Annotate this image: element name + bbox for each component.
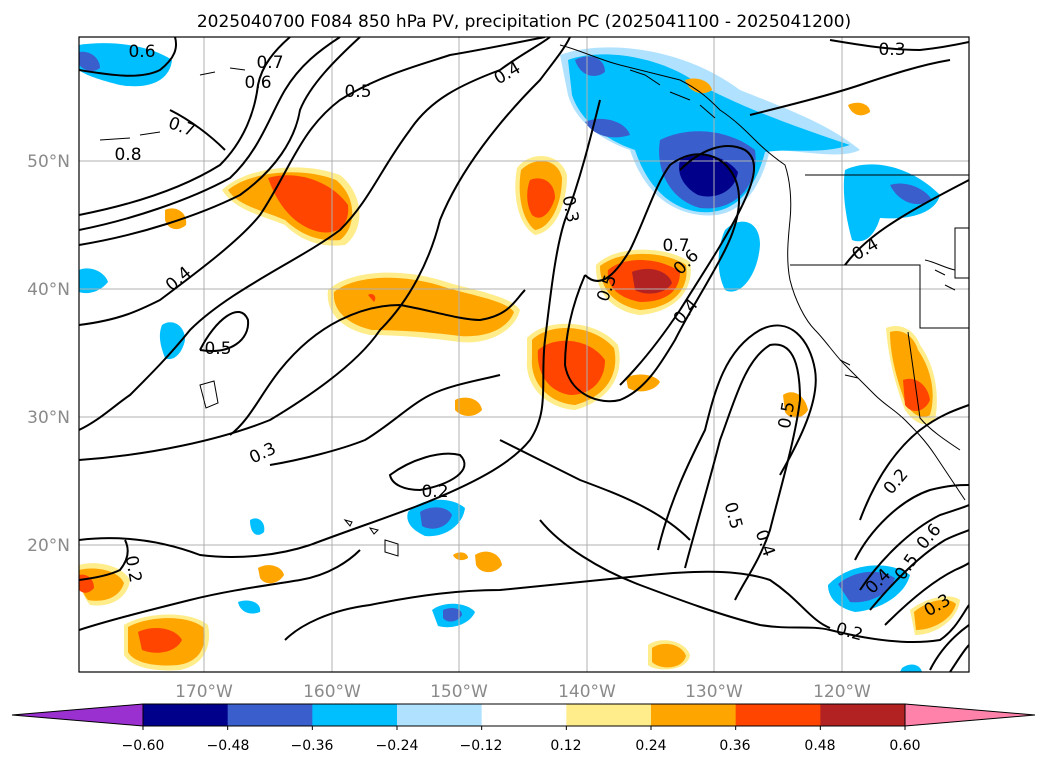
contour-label: 0.6: [244, 73, 271, 93]
lon-labels: 170°W 160°W 150°W 140°W 130°W 120°W: [175, 682, 871, 702]
negative-anomaly-alaska-gulf: [560, 47, 860, 216]
negative-anomaly-hawaii: [407, 499, 475, 628]
contour-label: 0.6: [128, 42, 155, 62]
colorbar-tick-label: −0.36: [291, 738, 334, 754]
lat-labels: 50°N 40°N 30°N 20°N: [27, 152, 70, 556]
positive-anomaly-south: [79, 563, 960, 671]
colorbar: −0.60 −0.48 −0.36 −0.24 −0.12 0.12 0.24 …: [11, 703, 1036, 754]
positive-anomaly-nw-pacific: [222, 167, 360, 246]
colorbar-segment: [735, 704, 821, 726]
contour-label: 0.5: [775, 400, 799, 430]
colorbar-segment: [651, 704, 737, 726]
colorbar-segment: [312, 704, 398, 726]
colorbar-segment: [820, 704, 906, 726]
positive-anomaly-small: [165, 78, 870, 584]
contour-label: 0.5: [344, 82, 371, 102]
colorbar-labels: −0.60 −0.48 −0.36 −0.24 −0.12 0.12 0.24 …: [122, 738, 921, 754]
colorbar-segment: [227, 704, 313, 726]
positive-anomaly-center-east: [595, 249, 691, 315]
colorbar-segment: [481, 704, 567, 726]
positive-anomaly-central: [327, 272, 520, 343]
colorbar-ticks: [142, 726, 906, 730]
colorbar-tick-label: −0.12: [460, 738, 503, 754]
contour-label: 0.2: [421, 482, 448, 502]
negative-anomaly-westcoast: [718, 164, 940, 292]
lon-label: 120°W: [813, 682, 871, 702]
coastlines: [99, 44, 969, 557]
lat-label: 20°N: [27, 536, 70, 556]
colorbar-extend-max: [905, 704, 1035, 726]
contour-label: 0.2: [121, 554, 145, 584]
positive-anomaly-mid: [526, 323, 620, 410]
colorbar-tick-label: 0.24: [635, 738, 666, 754]
map-frame: [78, 36, 970, 673]
precip-shading: [79, 43, 960, 672]
lon-label: 160°W: [303, 682, 361, 702]
contour-label: 0.5: [204, 339, 231, 359]
negative-anomaly-northwest: [79, 43, 265, 614]
map-area: 0.6 0.7 0.6 0.5 0.7 0.8 0.4 0.3 0.4 0.5 …: [79, 37, 969, 672]
negative-anomaly-southeast: [828, 565, 922, 672]
colorbar-tick-label: 0.36: [719, 738, 750, 754]
lon-label: 170°W: [175, 682, 233, 702]
colorbar-tick-label: 0.60: [889, 738, 920, 754]
colorbar-tick-label: −0.60: [122, 738, 165, 754]
lon-label: 150°W: [430, 682, 488, 702]
contour-label: 0.3: [878, 40, 905, 60]
colorbar-frame: [142, 703, 906, 727]
colorbar-tick-label: 0.12: [550, 738, 581, 754]
colorbar-segment: [143, 704, 229, 726]
lon-label: 140°W: [558, 682, 616, 702]
colorbar-extend-min: [12, 704, 143, 726]
colorbar-segment: [566, 704, 652, 726]
colorbar-tick-label: −0.48: [207, 738, 250, 754]
contour-label: 0.7: [256, 53, 283, 73]
lat-label: 50°N: [27, 152, 70, 172]
colorbar-tick-label: 0.48: [804, 738, 835, 754]
positive-anomaly-east: [515, 155, 567, 235]
lat-label: 30°N: [27, 408, 70, 428]
colorbar-segment: [397, 704, 483, 726]
pv-contours: [79, 37, 969, 672]
lon-label: 130°W: [685, 682, 743, 702]
figure-title: 2025040700 F084 850 hPa PV, precipitatio…: [197, 12, 851, 32]
lat-label: 40°N: [27, 280, 70, 300]
colorbar-segments: [12, 704, 1035, 726]
contour-label: 0.8: [114, 145, 141, 165]
colorbar-tick-label: −0.24: [376, 738, 419, 754]
contour-label: 0.3: [558, 194, 582, 224]
gridlines: [79, 37, 969, 672]
contour-label: 0.7: [662, 236, 689, 256]
